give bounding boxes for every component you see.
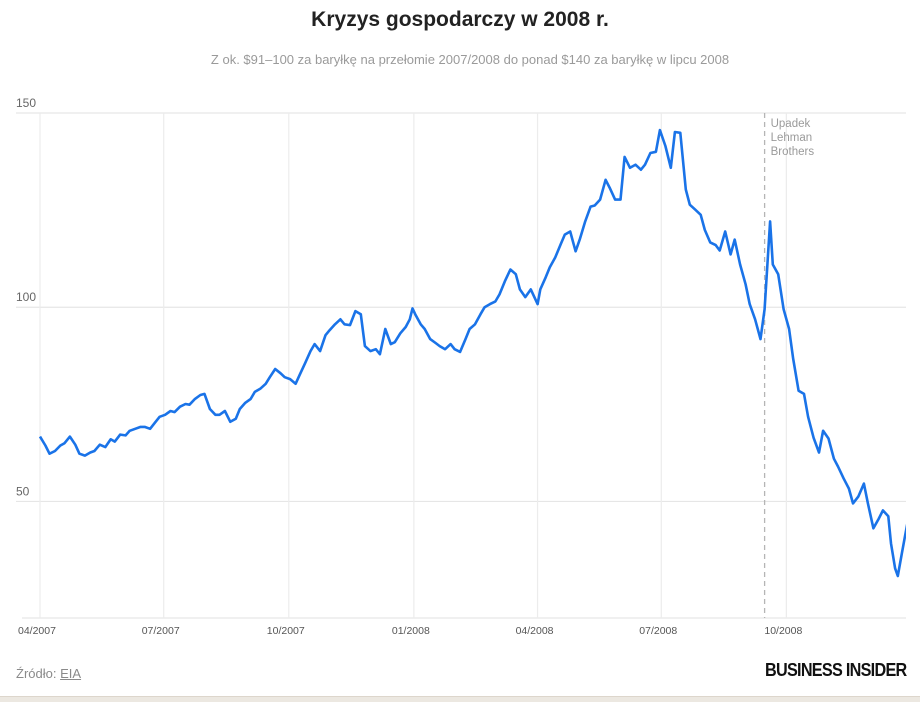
x-tick-label: 04/2007 <box>18 625 56 637</box>
lehman-annotation-label: Upadek <box>771 118 811 130</box>
y-tick-label: 150 <box>16 96 36 110</box>
lehman-annotation-label: Lehman <box>771 132 813 144</box>
source-label: Źródło: <box>16 666 57 681</box>
x-tick-label: 04/2008 <box>516 625 554 637</box>
source-link[interactable]: EIA <box>60 666 82 681</box>
oil-price-line <box>38 128 906 578</box>
x-tick-label: 10/2007 <box>267 625 305 637</box>
x-tick-label: 10/2008 <box>764 625 802 637</box>
bottom-border <box>0 696 920 702</box>
source-note: Źródło: EIA <box>16 666 81 681</box>
y-tick-label: 50 <box>16 484 30 498</box>
chart-subtitle: Z ok. $91–100 za baryłkę na przełomie 20… <box>210 52 730 67</box>
y-tick-label: 100 <box>16 290 36 304</box>
lehman-annotation-label: Brothers <box>771 146 815 158</box>
x-tick-label: 07/2007 <box>142 625 180 637</box>
x-tick-label: 01/2008 <box>392 625 430 637</box>
business-insider-logo: BUSINESS INSIDER <box>765 660 907 680</box>
line-chart: 50 100 150 04/2007 07/2007 10/2007 01/2008 04/2… <box>16 96 906 637</box>
chart-title: Kryzys gospodarczy w 2008 r. <box>311 8 609 31</box>
x-tick-label: 07/2008 <box>639 625 677 637</box>
